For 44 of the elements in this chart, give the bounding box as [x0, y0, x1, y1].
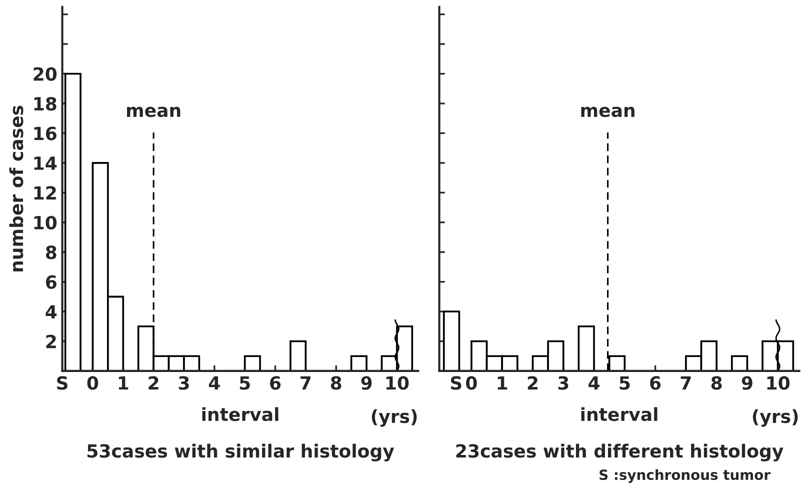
x-tick-label: 4	[588, 376, 600, 390]
x-tick-label: 3	[558, 376, 568, 390]
x-tick-label: 0	[87, 376, 98, 390]
x-tick-label: 8	[711, 376, 722, 390]
x-tick-label: 0	[466, 376, 477, 390]
x-tick-label: 6	[650, 376, 661, 390]
x-tick-label: 9	[361, 376, 372, 390]
text: 53cases with similar histology	[88, 444, 394, 462]
x-tick-label: 5	[620, 376, 630, 390]
y-tick-label: 6	[46, 275, 56, 289]
x-tick-label: 1	[498, 376, 508, 390]
y-tick-label: 16	[34, 126, 56, 140]
text: 23cases with different histology	[456, 444, 784, 462]
x-tick-label: 10	[386, 376, 409, 390]
x-tick-label: 7	[680, 376, 691, 390]
y-tick-label: 12	[34, 186, 56, 200]
y-tick-label: 18	[34, 96, 56, 111]
x-axis-title: interval	[202, 407, 278, 422]
x-tick-label: 9	[742, 376, 752, 390]
text: (yrs)	[372, 409, 417, 427]
y-tick-label: 10	[34, 216, 57, 230]
x-tick-label: 10	[767, 376, 790, 390]
y-tick-label: 14	[34, 156, 57, 170]
x-tick-label: 1	[118, 376, 128, 390]
x-axis-title: interval	[581, 407, 658, 422]
x-tick-label: S	[57, 376, 68, 390]
ref-line-label: mean	[581, 106, 634, 118]
x-tick-label: S	[450, 376, 462, 390]
ref-line-label: mean	[127, 106, 180, 118]
x-tick-label: 3	[178, 376, 189, 390]
x-tick-label: 6	[270, 376, 281, 390]
y-tick-label: 20	[34, 67, 57, 81]
y-tick-label: 4	[46, 305, 57, 318]
x-tick-label: 5	[240, 376, 250, 390]
x-tick-label: 7	[300, 376, 311, 390]
y-tick-label: 2	[46, 334, 56, 348]
x-tick-label: 8	[330, 376, 342, 390]
text: (yrs)	[752, 409, 798, 427]
x-tick-label: 2	[148, 376, 158, 390]
text: S :synchronous tumor	[600, 469, 770, 483]
x-tick-label: 4	[208, 376, 220, 390]
y-axis-title: number of cases	[9, 106, 24, 272]
y-tick-label: 8	[46, 246, 56, 260]
x-tick-label: 2	[528, 376, 538, 390]
